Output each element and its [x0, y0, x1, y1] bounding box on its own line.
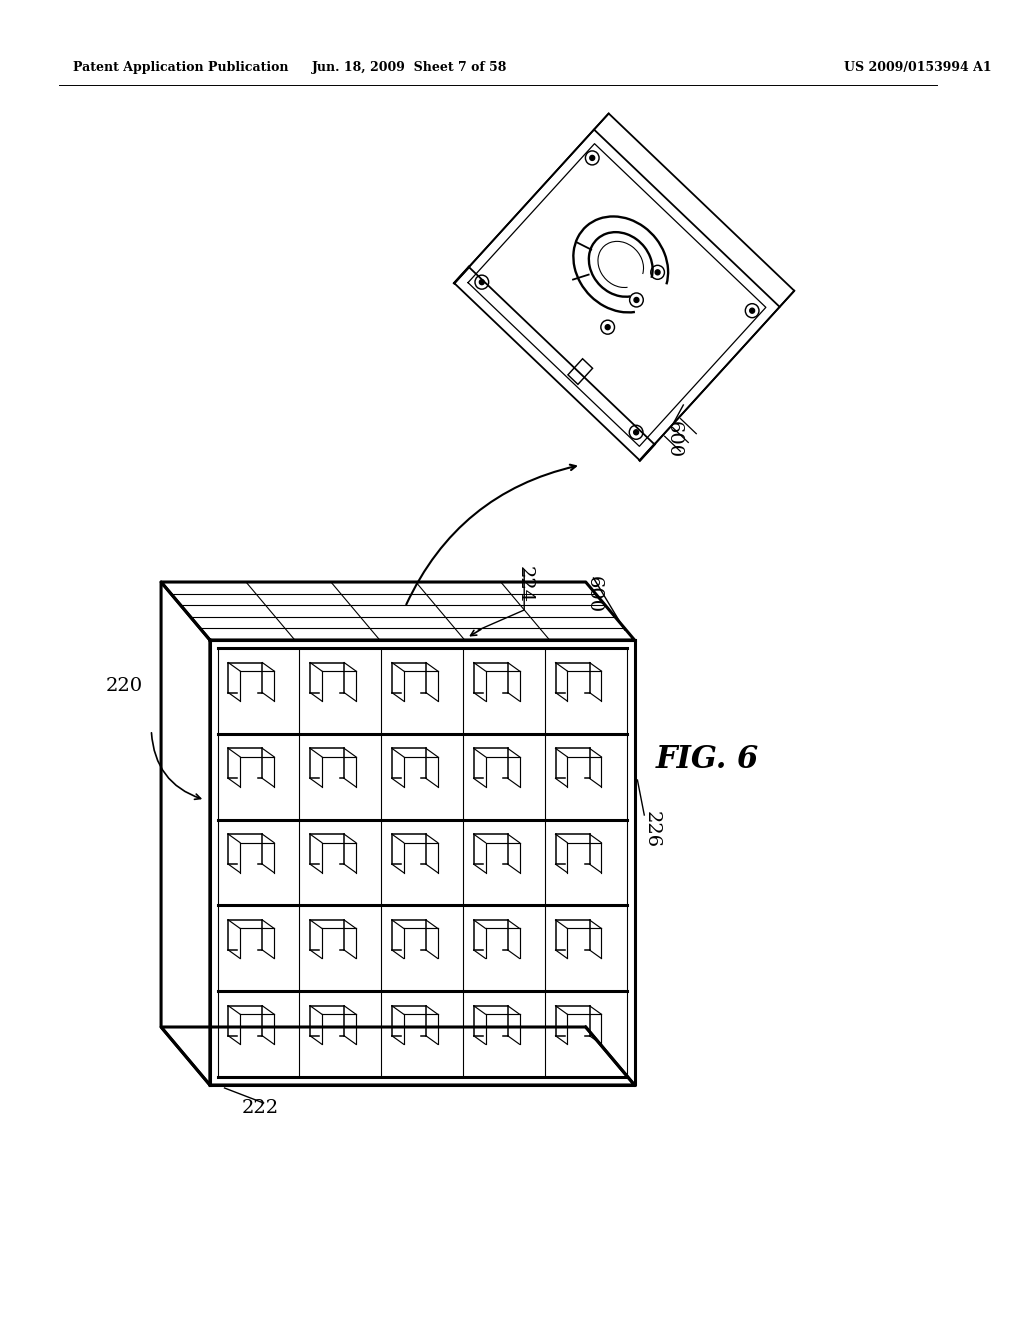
Text: Jun. 18, 2009  Sheet 7 of 58: Jun. 18, 2009 Sheet 7 of 58	[312, 62, 508, 74]
Circle shape	[590, 156, 595, 161]
Circle shape	[634, 430, 639, 434]
Text: 600: 600	[585, 577, 602, 614]
Bar	[568, 359, 593, 384]
Text: FIG. 6: FIG. 6	[656, 744, 760, 776]
Text: 220: 220	[105, 677, 142, 696]
Circle shape	[479, 280, 484, 285]
Circle shape	[655, 269, 660, 275]
Text: 222: 222	[242, 1100, 280, 1117]
Text: 224: 224	[515, 566, 534, 603]
Text: Patent Application Publication: Patent Application Publication	[73, 62, 289, 74]
Text: 600: 600	[665, 421, 683, 458]
Circle shape	[605, 325, 610, 330]
Text: US 2009/0153994 A1: US 2009/0153994 A1	[845, 62, 992, 74]
Circle shape	[750, 308, 755, 313]
Circle shape	[634, 297, 639, 302]
Text: 226: 226	[643, 812, 662, 849]
